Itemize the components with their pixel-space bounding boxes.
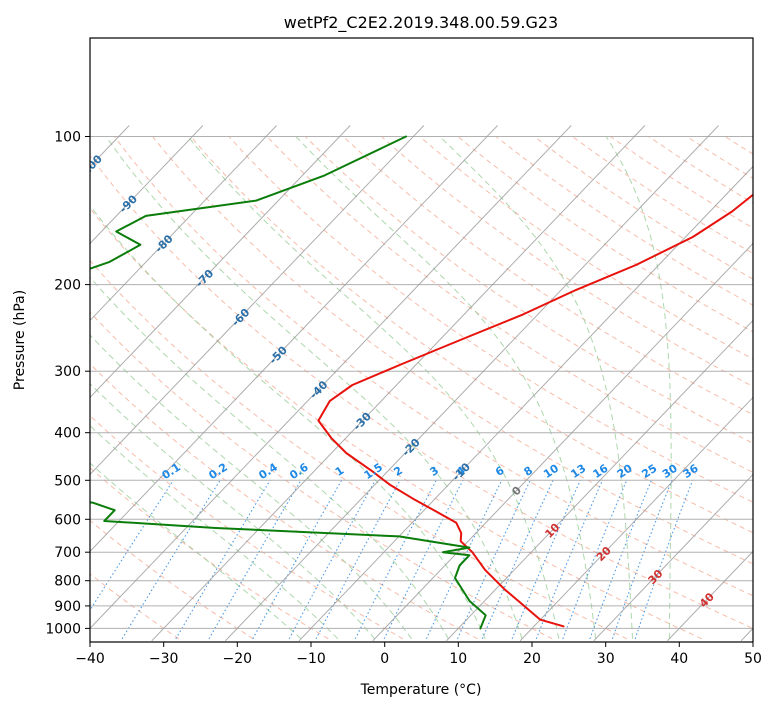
chart-title: wetPf2_C2E2.2019.348.00.59.G23: [284, 13, 558, 33]
x-tick-label: 40: [670, 651, 688, 667]
x-tick-label: 0: [380, 651, 389, 667]
x-tick-label: −30: [149, 651, 179, 667]
y-tick-label: 300: [54, 364, 81, 380]
x-axis-label: Temperature (°C): [360, 682, 482, 698]
y-axis-label: Pressure (hPa): [12, 290, 28, 390]
y-tick-label: 500: [54, 473, 81, 489]
x-tick-label: −40: [75, 651, 105, 667]
y-tick-label: 1000: [45, 621, 81, 637]
x-tick-label: 50: [744, 651, 762, 667]
y-tick-label: 700: [54, 545, 81, 561]
x-tick-label: 20: [523, 651, 541, 667]
y-tick-label: 200: [54, 278, 81, 294]
x-tick-label: 10: [449, 651, 467, 667]
y-tick-label: 100: [54, 130, 81, 146]
x-tick-label: 30: [597, 651, 615, 667]
y-tick-label: 900: [54, 599, 81, 615]
x-tick-label: −10: [296, 651, 326, 667]
y-tick-label: 800: [54, 574, 81, 590]
y-tick-label: 600: [54, 512, 81, 528]
y-tick-label: 400: [54, 426, 81, 442]
x-tick-label: −20: [223, 651, 253, 667]
